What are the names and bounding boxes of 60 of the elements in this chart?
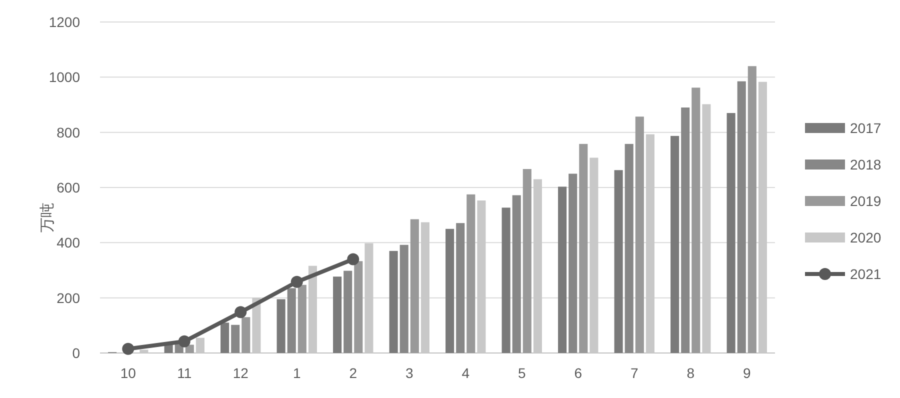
x-tick-label: 7 (630, 365, 638, 381)
legend-label: 2018 (850, 156, 882, 172)
bar (635, 116, 644, 353)
legend-label: 2021 (850, 266, 882, 282)
y-tick-label: 0 (72, 345, 80, 361)
bar (692, 88, 700, 353)
y-tick-label: 1000 (48, 69, 80, 86)
bar (333, 276, 342, 353)
bar (726, 113, 736, 353)
bar (276, 299, 286, 353)
bar (298, 284, 306, 353)
x-tick-label: 10 (120, 365, 136, 381)
bar (522, 169, 532, 353)
bar (748, 66, 756, 353)
legend-label: 2020 (850, 230, 882, 246)
point (178, 335, 190, 348)
bar (456, 223, 465, 353)
x-tick-label: 5 (518, 365, 526, 381)
x-tick-label: 3 (405, 365, 414, 381)
bar (466, 194, 476, 353)
bar (670, 136, 680, 353)
legend-label: 2019 (850, 193, 882, 209)
bar (410, 219, 419, 353)
y-tick-label: 1200 (48, 14, 80, 30)
bar (287, 288, 296, 353)
bar (389, 250, 398, 353)
bar (512, 195, 521, 353)
point (347, 253, 360, 266)
x-tick-label: 6 (574, 365, 582, 381)
bar (220, 322, 230, 353)
x-tick-label: 1 (292, 365, 301, 381)
point (122, 342, 134, 355)
bar (579, 144, 588, 353)
bar (400, 244, 408, 353)
bar (242, 317, 250, 353)
y-tick-label: 400 (56, 234, 80, 251)
bar (681, 108, 690, 353)
bar (568, 174, 578, 353)
bar (624, 144, 634, 353)
x-tick-label: 8 (686, 365, 695, 381)
point (234, 306, 247, 318)
y-tick-label: 600 (56, 180, 80, 196)
legend-label: 2017 (850, 120, 882, 136)
bar (614, 170, 623, 353)
x-tick-label: 9 (742, 365, 751, 381)
bar (502, 208, 510, 353)
x-tick-label: 4 (462, 365, 470, 381)
point (290, 276, 303, 288)
bar (231, 324, 240, 353)
x-tick-label: 2 (349, 365, 358, 381)
bar (558, 186, 567, 353)
y-axis-title: 万吨 (39, 202, 56, 232)
x-tick-label: 11 (177, 365, 192, 381)
y-tick-label: 800 (56, 124, 80, 140)
bar (344, 270, 352, 353)
bar (354, 261, 363, 353)
bar (737, 81, 746, 353)
y-tick-label: 200 (56, 290, 80, 306)
x-tick-label: 12 (232, 365, 249, 381)
bar (446, 228, 454, 353)
